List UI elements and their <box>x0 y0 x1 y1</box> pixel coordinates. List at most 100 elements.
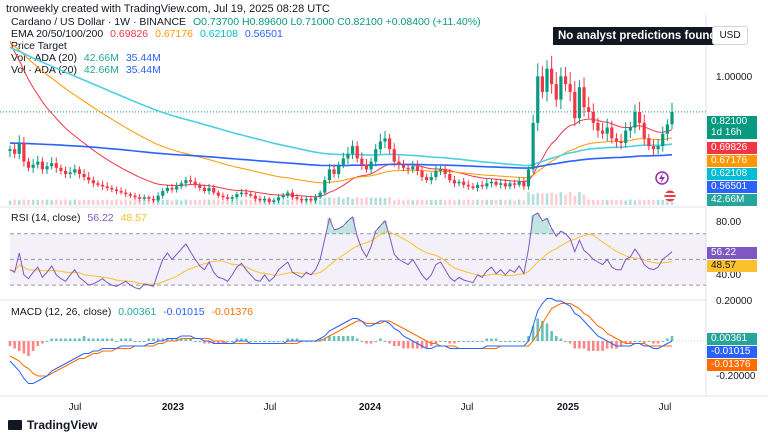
macd-legend[interactable]: MACD (12, 26, close) 0.00361 -0.01015 -0… <box>11 306 253 318</box>
macd-histogram-bar <box>286 338 290 341</box>
candle-body <box>480 184 484 187</box>
volume-bar <box>170 200 174 205</box>
macd-histogram-bar <box>652 341 655 344</box>
volume-bar <box>471 200 475 205</box>
volume-bar <box>78 200 81 205</box>
volume-bar <box>388 197 391 205</box>
volume-bar <box>73 199 77 205</box>
rsi-line <box>9 212 673 290</box>
candle-body <box>156 195 160 201</box>
volume-bar <box>36 199 40 205</box>
volume-bar <box>536 192 540 205</box>
macd-histogram-bar <box>105 338 109 341</box>
candle-body <box>31 164 35 168</box>
candle-body <box>77 169 82 174</box>
price-target-label: Price Target <box>11 40 67 52</box>
candle-body <box>508 183 512 187</box>
macd-line-value: -0.01015 <box>163 306 205 318</box>
volume-bar <box>92 199 95 205</box>
volume-bar <box>559 192 563 205</box>
ema-legend[interactable]: EMA 20/50/100/200 0.69826 0.67176 0.6210… <box>11 28 283 40</box>
volume-bar <box>17 200 21 205</box>
macd-histogram-bar <box>578 341 581 349</box>
macd-histogram-bar <box>587 341 590 351</box>
volume-bar <box>642 200 646 205</box>
volume-bar <box>129 200 132 205</box>
candle-body <box>151 198 156 201</box>
volume-legend-2[interactable]: Vol · ADA (20) 42.66M 35.44M <box>11 64 161 76</box>
candle-body <box>235 194 239 198</box>
volume-bar <box>619 199 623 205</box>
macd-histogram-bar <box>258 341 262 342</box>
volume-bar <box>494 199 498 205</box>
macd-histogram-bar <box>244 338 248 341</box>
macd-histogram-bar <box>82 336 86 341</box>
macd-histogram-bar <box>545 323 549 341</box>
macd-histogram-bar <box>152 338 155 341</box>
macd-histogram-bar <box>629 341 632 344</box>
volume-bar <box>448 199 452 205</box>
volume-bar <box>207 199 211 205</box>
price-target-legend[interactable]: Price Target <box>11 40 67 52</box>
candle-body <box>554 84 558 100</box>
candle-body <box>540 76 544 92</box>
macd-histogram-bar <box>254 341 257 342</box>
candle-body <box>258 198 262 201</box>
macd-histogram-bar <box>323 338 327 341</box>
candle-body <box>341 158 345 165</box>
macd-histogram-bar <box>485 338 489 341</box>
macd-histogram-bar <box>13 341 16 349</box>
candle-body <box>420 170 424 178</box>
x-tick: 2024 <box>358 402 382 413</box>
macd-histogram-bar <box>138 341 141 342</box>
candle-body <box>179 183 183 187</box>
tradingview-logo[interactable]: TradingView <box>8 418 97 432</box>
candle-body <box>651 146 656 150</box>
volume-bar <box>360 198 364 205</box>
macd-histogram-bar <box>647 341 651 342</box>
volume-bar <box>105 199 109 205</box>
candle-body <box>300 198 304 201</box>
candle-body <box>40 161 45 170</box>
candle-body <box>133 195 137 198</box>
candle-body <box>36 161 40 165</box>
macd-histogram-bar <box>374 341 378 342</box>
symbol-legend[interactable]: Cardano / US Dollar · 1W · BINANCE O0.73… <box>11 16 481 28</box>
macd-histogram-bar <box>480 341 484 342</box>
macd-histogram-bar <box>184 338 188 341</box>
candle-body <box>87 177 91 181</box>
volume-bar <box>416 199 419 205</box>
macd-histogram-bar <box>467 341 470 342</box>
volume-bar <box>138 200 141 205</box>
volume-bar <box>133 199 137 205</box>
macd-histogram-bar <box>365 341 368 344</box>
rsi-overbought-fill <box>341 226 346 234</box>
candle-body <box>378 141 382 150</box>
macd-histogram-bar <box>397 341 401 346</box>
candle-body <box>73 169 77 173</box>
volume-bar <box>193 199 197 205</box>
macd-histogram-bar <box>64 338 67 341</box>
volume-bar <box>429 199 433 205</box>
volume-bar <box>476 199 479 205</box>
candle-body <box>545 68 549 92</box>
macd-histogram-bar <box>221 341 225 344</box>
candle-body <box>364 164 369 170</box>
candle-body <box>591 112 595 123</box>
volume-bar <box>522 200 526 205</box>
volume-bar <box>652 199 655 205</box>
tradingview-icon <box>8 420 22 430</box>
candle-body <box>388 138 392 150</box>
macd-histogram-bar <box>369 341 373 344</box>
candle-body <box>184 180 188 184</box>
rsi-legend[interactable]: RSI (14, close) 56.22 48.57 <box>11 212 147 224</box>
footer-label: TradingView <box>27 418 98 432</box>
volume-bar <box>397 199 401 205</box>
currency-button[interactable]: USD <box>712 26 748 45</box>
volume-tag: 42.66M <box>707 194 757 206</box>
candle-body <box>193 181 197 185</box>
macd-histogram-bar <box>203 341 206 344</box>
volume-bar <box>554 194 558 205</box>
rsi-overbought-fill <box>336 228 341 234</box>
